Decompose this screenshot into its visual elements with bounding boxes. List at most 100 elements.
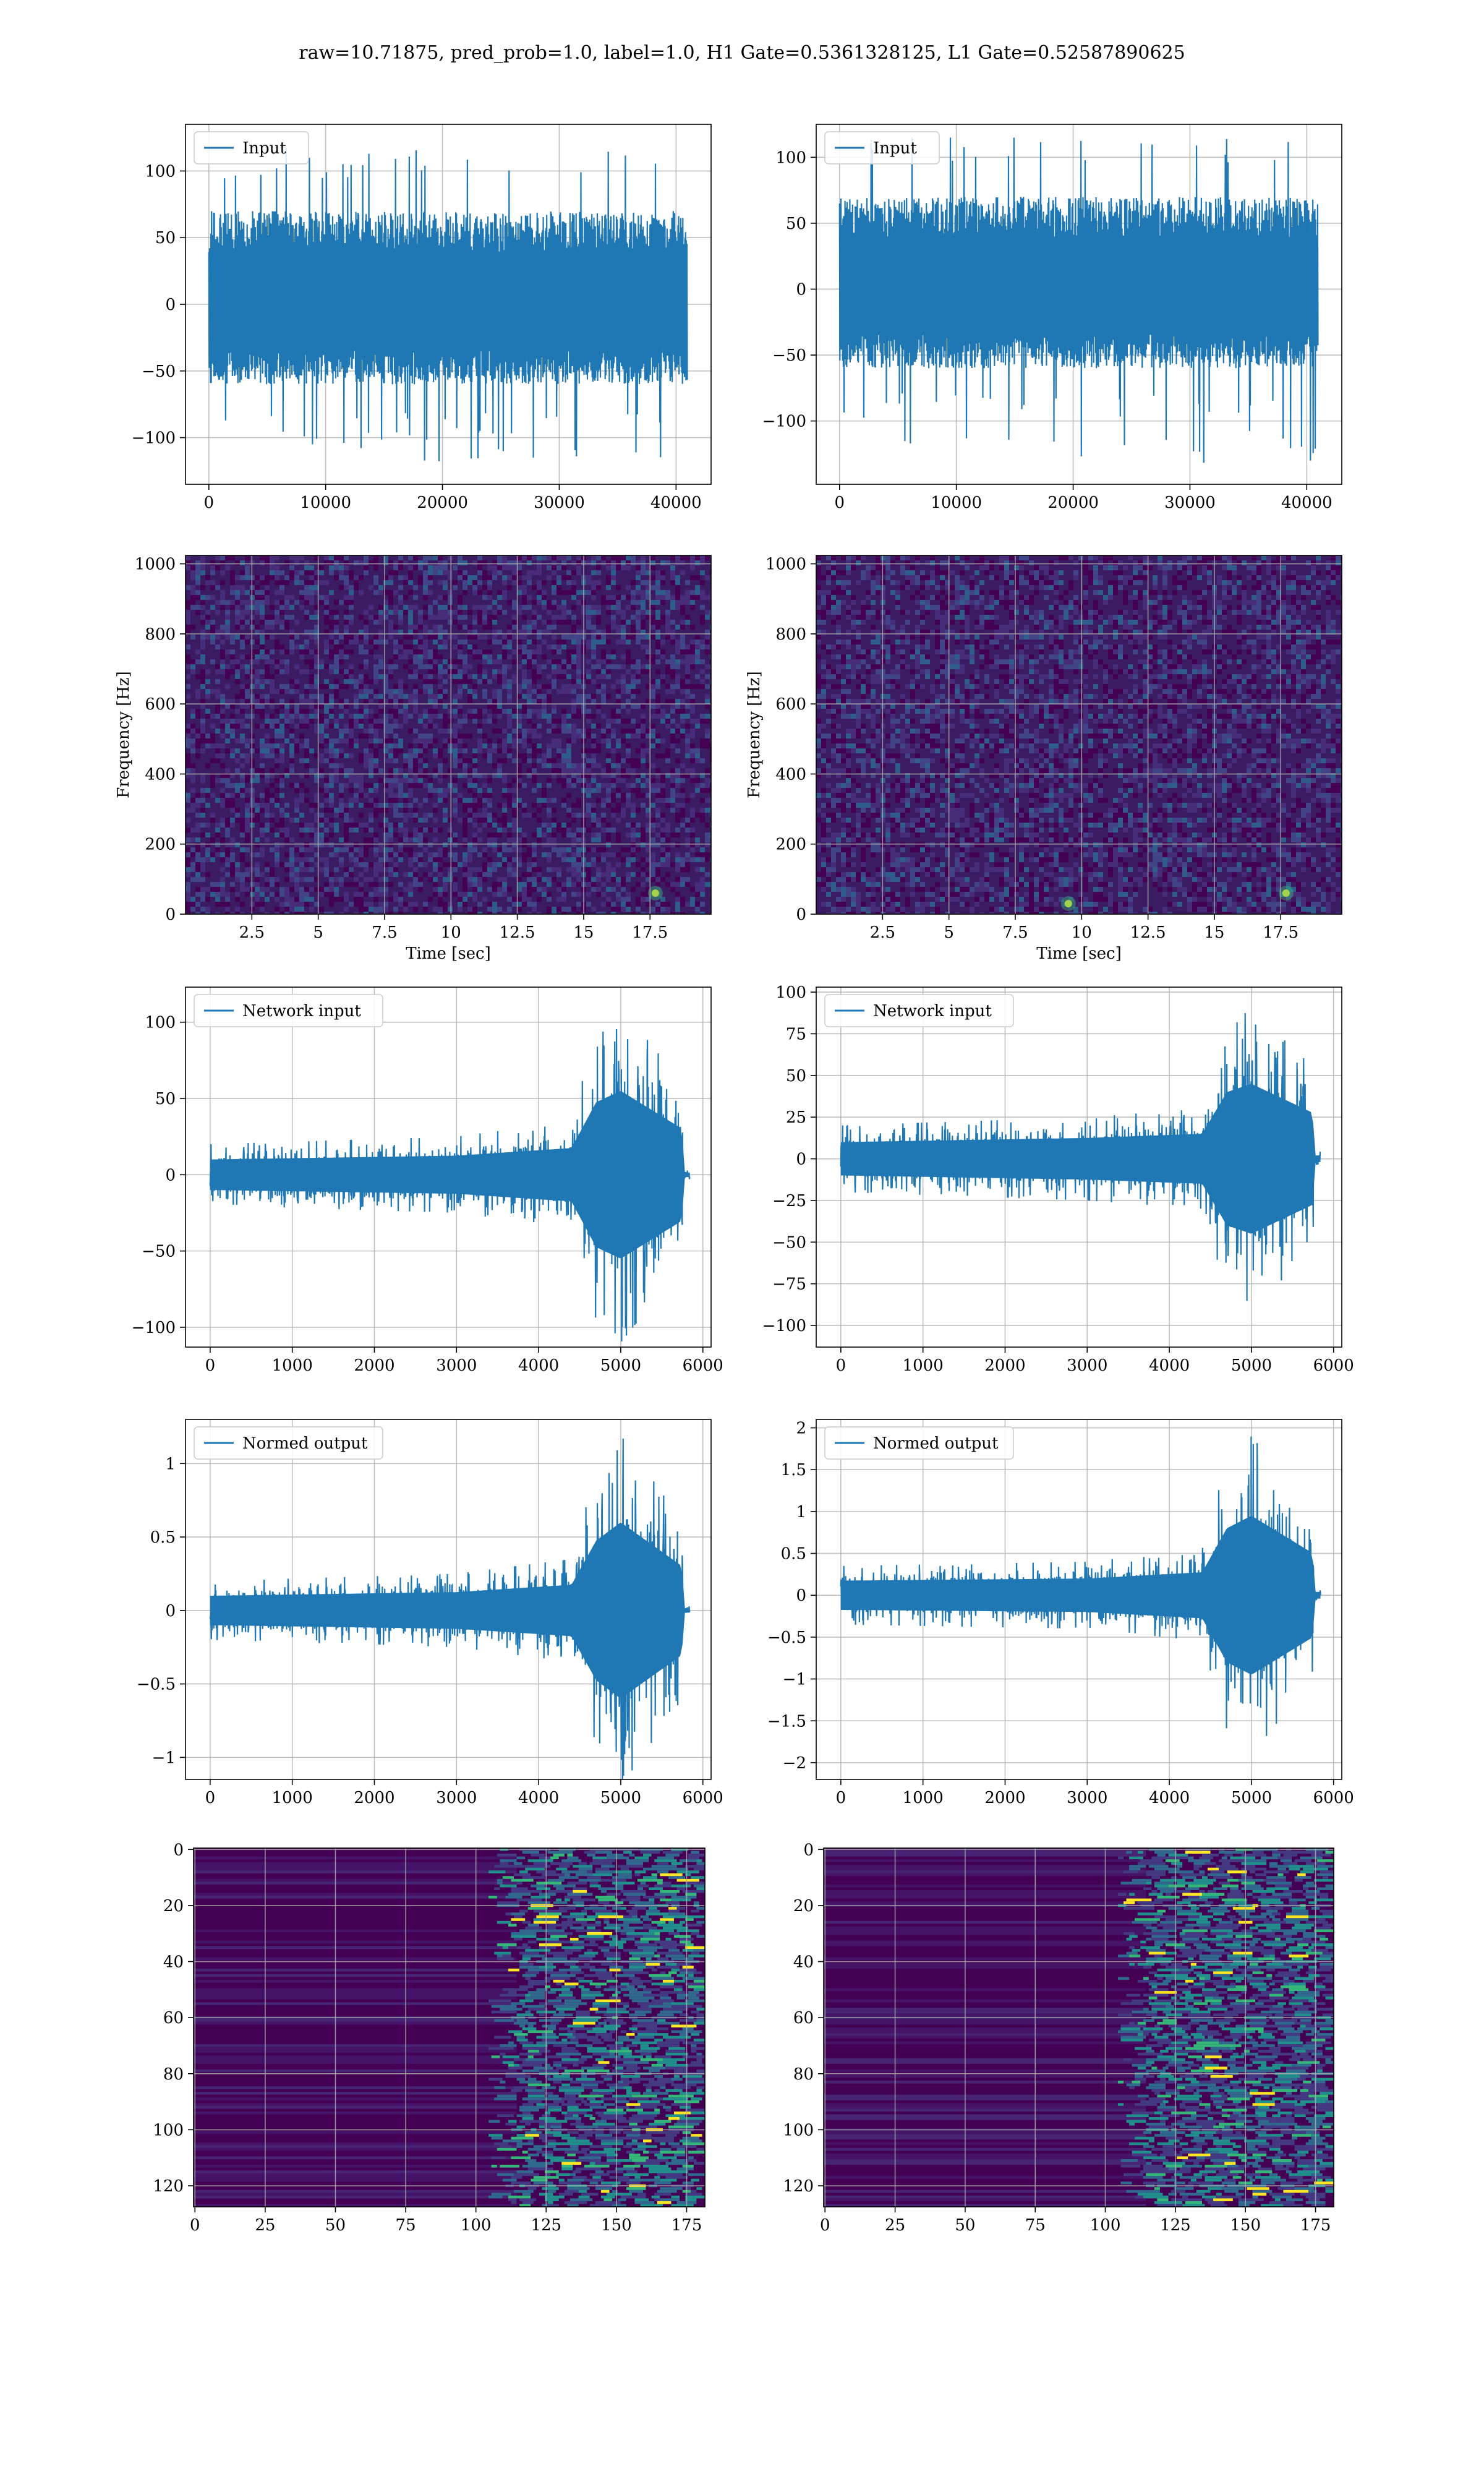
y-tick-label: 20 — [793, 1897, 814, 1915]
x-tick-label: 3000 — [1067, 1789, 1107, 1807]
axes-frame — [185, 555, 712, 915]
y-tick-label: 120 — [153, 2177, 184, 2196]
plot-area — [824, 1848, 1334, 2207]
x-tick-label: 1000 — [272, 1356, 313, 1375]
x-tick-label: 4000 — [518, 1789, 559, 1807]
axes-frame — [185, 987, 712, 1348]
y-tick-label: 0 — [796, 1150, 806, 1169]
x-tick-label: 4000 — [1149, 1789, 1190, 1807]
x-tick-label: 6000 — [683, 1789, 723, 1807]
x-tick-label: 100 — [1090, 2216, 1121, 2235]
y-tick-label: 50 — [786, 215, 806, 233]
ticks: 0 1000 2000 3000 4000 5000 6000 −100 −75 −50 −25 0 2… — [762, 983, 1354, 1375]
ticks: 2.5 5 7.5 10 12.5 15 17.5 0 200 400 600 800 1000 — [135, 555, 668, 942]
panel-spectrogram-h1: 2.5 5 7.5 10 12.5 15 17.5 0 200 400 600 800 1000 Time… — [114, 555, 712, 963]
y-tick-label: 80 — [793, 2065, 814, 2084]
panel-input-h1: 0 10000 20000 30000 40000 −100 −50 0 50 100 Input — [132, 124, 712, 512]
x-tick-label: 0 — [835, 494, 845, 512]
x-tick-label: 5000 — [600, 1356, 641, 1375]
y-tick-label: −50 — [142, 362, 176, 381]
axes-frame — [816, 124, 1342, 485]
x-tick-label: 2000 — [354, 1356, 394, 1375]
x-tick-label: 75 — [1025, 2216, 1046, 2235]
y-tick-label: 100 — [783, 2121, 814, 2139]
x-tick-label: 0 — [190, 2216, 200, 2235]
waveform-core — [210, 1523, 690, 1698]
legend: Input — [194, 131, 309, 165]
y-tick-label: 40 — [793, 1953, 814, 1972]
legend: Network input — [194, 994, 383, 1027]
x-tick-label: 1000 — [903, 1789, 944, 1807]
x-tick-label: 0 — [205, 1356, 216, 1375]
legend: Normed output — [194, 1426, 383, 1460]
x-tick-label: 0 — [836, 1356, 846, 1375]
axes-frame — [816, 987, 1342, 1348]
y-tick-label: 120 — [783, 2177, 814, 2196]
panel-feature-map-l1: 0 25 50 75 100 125 150 175 0 20 40 60 80 100 120 — [783, 1841, 1334, 2235]
panel-input-l1: 0 10000 20000 30000 40000 −100 −50 0 50 100 Input — [762, 124, 1342, 512]
legend-label: Network input — [242, 1002, 361, 1021]
x-tick-label: 0 — [836, 1789, 846, 1807]
y-tick-label: 0 — [165, 905, 176, 924]
x-tick-label: 5000 — [1231, 1356, 1272, 1375]
y-tick-label: 0.5 — [150, 1528, 176, 1547]
y-tick-label: −1 — [783, 1671, 806, 1689]
y-tick-label: 100 — [145, 162, 176, 181]
hotspot-glow — [647, 886, 663, 901]
x-tick-label: 30000 — [534, 494, 585, 512]
y-tick-label: 600 — [775, 695, 806, 714]
x-tick-label: 15 — [573, 923, 594, 942]
x-tick-label: 0 — [205, 1789, 216, 1807]
x-tick-label: 4000 — [518, 1356, 559, 1375]
ticks: 0 10000 20000 30000 40000 −100 −50 0 50 100 — [132, 162, 702, 512]
x-tick-label: 12.5 — [500, 923, 535, 942]
plot-area — [186, 555, 711, 914]
y-tick-label: −25 — [772, 1192, 806, 1210]
panel-network-input-l1: 0 1000 2000 3000 4000 5000 6000 −100 −75 −50 −25 0 2… — [762, 983, 1354, 1375]
y-tick-label: 0 — [165, 296, 176, 314]
y-tick-label: 0 — [803, 1841, 814, 1859]
legend-label: Network input — [873, 1002, 992, 1021]
plot-area — [194, 1848, 705, 2207]
x-tick-label: 75 — [396, 2216, 416, 2235]
x-tick-label: 150 — [1230, 2216, 1261, 2235]
x-tick-label: 175 — [1300, 2216, 1331, 2235]
heatmap-cells — [186, 555, 711, 914]
x-tick-label: 10000 — [300, 494, 351, 512]
legend-box — [194, 131, 309, 165]
x-tick-label: 10 — [1072, 923, 1092, 942]
y-tick-label: 0 — [165, 1166, 176, 1184]
x-tick-label: 3000 — [436, 1789, 477, 1807]
y-tick-label: −100 — [762, 1317, 806, 1335]
x-tick-label: 2000 — [354, 1789, 394, 1807]
x-tick-label: 5 — [944, 923, 954, 942]
x-tick-label: 7.5 — [1002, 923, 1028, 942]
y-tick-label: 800 — [775, 625, 806, 644]
legend-box — [824, 131, 940, 165]
waveform-core — [840, 1516, 1321, 1675]
y-tick-label: 60 — [163, 2009, 184, 2027]
legend-box — [194, 994, 383, 1027]
y-tick-label: 100 — [775, 148, 806, 167]
y-tick-label: 50 — [155, 229, 176, 247]
heatmap-cells — [194, 1848, 705, 2207]
x-tick-label: 2.5 — [870, 923, 895, 942]
x-tick-label: 30000 — [1164, 494, 1216, 512]
ticks: 2.5 5 7.5 10 12.5 15 17.5 0 200 400 600 800 1000 — [765, 555, 1298, 942]
y-tick-label: −0.5 — [767, 1629, 806, 1647]
ticks: 0 1000 2000 3000 4000 5000 6000 −100 −50 0 50 100 — [132, 1014, 723, 1375]
plot-area — [816, 124, 1342, 484]
y-tick-label: −100 — [762, 413, 806, 431]
axes-frame — [816, 1419, 1342, 1780]
y-tick-label: 1000 — [765, 555, 806, 574]
figure-title: raw=10.71875, pred_prob=1.0, label=1.0, … — [299, 42, 1185, 64]
panel-feature-map-h1: 0 25 50 75 100 125 150 175 0 20 40 60 80 100 120 — [153, 1841, 706, 2235]
legend: Input — [824, 131, 940, 165]
x-tick-label: 0 — [204, 494, 215, 512]
y-tick-label: 0 — [173, 1841, 184, 1859]
legend: Normed output — [824, 1426, 1014, 1460]
ticks: 0 1000 2000 3000 4000 5000 6000 −2 −1.5 −1 −0.5 0 0.… — [767, 1419, 1354, 1807]
y-tick-label: 2 — [796, 1419, 806, 1438]
y-tick-label: 100 — [153, 2121, 184, 2139]
y-axis-label: Frequency [Hz] — [745, 671, 764, 798]
